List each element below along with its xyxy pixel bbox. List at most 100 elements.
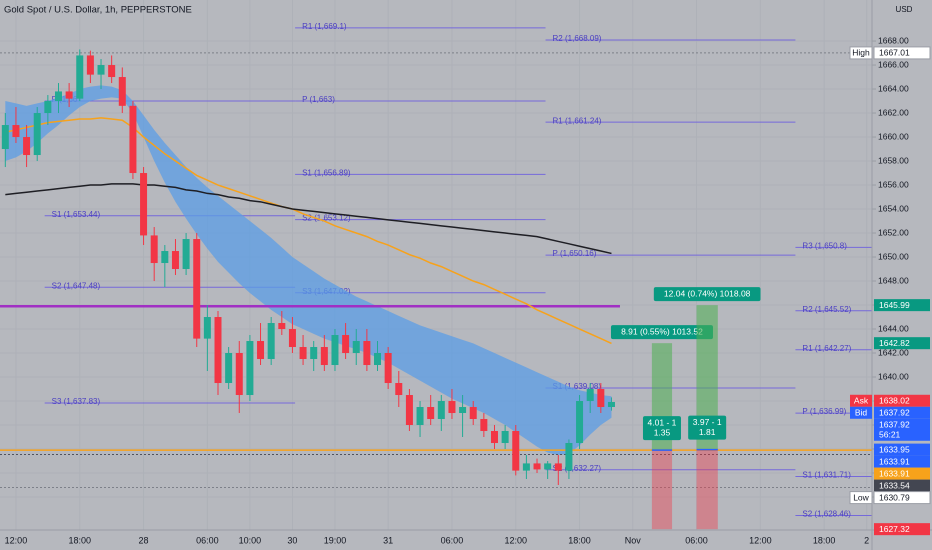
candle-body bbox=[480, 419, 488, 432]
badge-tag: High bbox=[852, 48, 870, 58]
x-tick-label: 19:00 bbox=[324, 535, 347, 545]
price-badge-label: 1642.82 bbox=[879, 338, 910, 348]
candle-body bbox=[12, 125, 20, 138]
y-tick-label: 1662.00 bbox=[878, 107, 909, 117]
badge-tag: Bid bbox=[855, 408, 868, 418]
badge-tag-box bbox=[849, 491, 873, 505]
badge-tag: Ask bbox=[854, 396, 869, 406]
loss-zone bbox=[651, 450, 673, 530]
price-badge-label: 1630.79 bbox=[879, 492, 910, 502]
candle-body bbox=[299, 347, 307, 360]
candle-body bbox=[54, 91, 62, 102]
x-tick-label: 10:00 bbox=[239, 535, 262, 545]
price-badge bbox=[873, 491, 931, 505]
cloud-band bbox=[5, 85, 612, 456]
candle-body bbox=[214, 317, 222, 384]
pivot-label: R1 (1,661.24) bbox=[553, 116, 602, 125]
price-badge-label: 1633.91 bbox=[879, 468, 910, 478]
price-badge-label: 1633.95 bbox=[879, 444, 910, 454]
price-badge-label: 1633.91 bbox=[879, 456, 910, 466]
pivot-label: R2 (1,668.09) bbox=[553, 34, 602, 43]
y-tick-label: 1658.00 bbox=[878, 155, 909, 165]
pivot-label: S2 (1,653.12) bbox=[302, 214, 351, 223]
candle-body bbox=[288, 329, 296, 348]
candle-body bbox=[416, 407, 424, 426]
candle-body bbox=[469, 407, 477, 420]
candle-body bbox=[23, 137, 31, 156]
candle-body bbox=[235, 353, 243, 396]
target-label: 8.91 (0.55%) 1013.52 bbox=[621, 326, 703, 336]
price-badge-label: 1667.01 bbox=[879, 48, 910, 58]
candle-body bbox=[97, 65, 105, 75]
candle-body bbox=[586, 389, 594, 402]
candle-body bbox=[193, 239, 201, 339]
moving-average bbox=[5, 117, 612, 345]
price-badge-label: 1633.54 bbox=[879, 480, 910, 490]
pivot-label: S2 (1,632.27) bbox=[553, 464, 602, 473]
candle-body bbox=[597, 389, 605, 408]
pivot-label: S1 (1,656.89) bbox=[302, 168, 351, 177]
price-badge bbox=[874, 337, 930, 350]
y-tick-label: 1668.00 bbox=[878, 35, 909, 45]
candle-body bbox=[171, 251, 179, 270]
pivot-label: P (1,650.16) bbox=[553, 249, 597, 258]
x-tick-label: 06:00 bbox=[196, 535, 219, 545]
price-badge-label: 1627.32 bbox=[879, 524, 910, 534]
badge-tag-box bbox=[850, 394, 872, 407]
price-badge bbox=[874, 299, 930, 312]
candle-body bbox=[448, 401, 456, 414]
price-badge bbox=[874, 479, 930, 492]
candle-body bbox=[44, 101, 52, 114]
candle-body bbox=[437, 401, 445, 420]
ratio-label: 1.81 bbox=[699, 427, 716, 437]
candle-body bbox=[320, 347, 328, 366]
candle-body bbox=[225, 353, 233, 384]
pivot-label: R2 (1,645.52) bbox=[802, 305, 851, 314]
y-tick-label: 1650.00 bbox=[878, 251, 909, 261]
target-label: 12.04 (0.74%) 1018.08 bbox=[664, 288, 751, 298]
pivot-label: S1 (1,631.71) bbox=[802, 471, 851, 480]
candle-body bbox=[501, 431, 509, 444]
price-badge-label: 1638.02 bbox=[879, 396, 910, 406]
price-badge bbox=[874, 523, 930, 536]
price-badge bbox=[874, 443, 930, 456]
candle-body bbox=[565, 443, 573, 471]
pivot-label: S2 (1,628.46) bbox=[802, 510, 851, 519]
price-badge bbox=[874, 394, 930, 407]
plot-area: P (1,66S1 (1,653.44)S2 (1,647.48)S3 (1,6… bbox=[0, 21, 872, 530]
y-tick-label: 1642.00 bbox=[878, 347, 909, 357]
candle-body bbox=[352, 341, 360, 354]
y-tick-label: 1640.00 bbox=[878, 371, 909, 381]
candle-body bbox=[427, 407, 435, 420]
candle-body bbox=[257, 341, 265, 360]
candle-body bbox=[607, 401, 615, 408]
target-label-box bbox=[610, 325, 713, 340]
x-tick-label: 18:00 bbox=[813, 535, 836, 545]
pivot-label: R3 (1,650.8) bbox=[802, 242, 847, 251]
x-tick-label: 06:00 bbox=[441, 535, 464, 545]
candle-body bbox=[1, 125, 9, 150]
candle-body bbox=[459, 407, 467, 414]
x-tick-label: 06:00 bbox=[685, 535, 708, 545]
candle-body bbox=[76, 55, 84, 99]
candle-body bbox=[246, 341, 254, 396]
countdown: 56:21 bbox=[879, 430, 901, 440]
candle-body bbox=[363, 341, 371, 366]
chart-title: Gold Spot / U.S. Dollar, 1h, PEPPERSTONE bbox=[4, 5, 192, 16]
candle-body bbox=[512, 431, 520, 471]
currency: USD bbox=[896, 5, 913, 14]
price-badge bbox=[874, 455, 930, 468]
candle-body bbox=[533, 463, 541, 470]
candle-body bbox=[576, 401, 584, 444]
x-tick-label: 31 bbox=[383, 535, 393, 545]
x-tick-label: 12:00 bbox=[504, 535, 527, 545]
price-badge-label: 1637.92 bbox=[879, 408, 910, 418]
badge-tag-box bbox=[850, 406, 872, 419]
profit-zone bbox=[696, 305, 718, 450]
y-tick-label: 1648.00 bbox=[878, 275, 909, 285]
ratio-label: 1.35 bbox=[654, 427, 671, 437]
loss-zone bbox=[696, 449, 718, 530]
candle-body bbox=[544, 463, 552, 470]
